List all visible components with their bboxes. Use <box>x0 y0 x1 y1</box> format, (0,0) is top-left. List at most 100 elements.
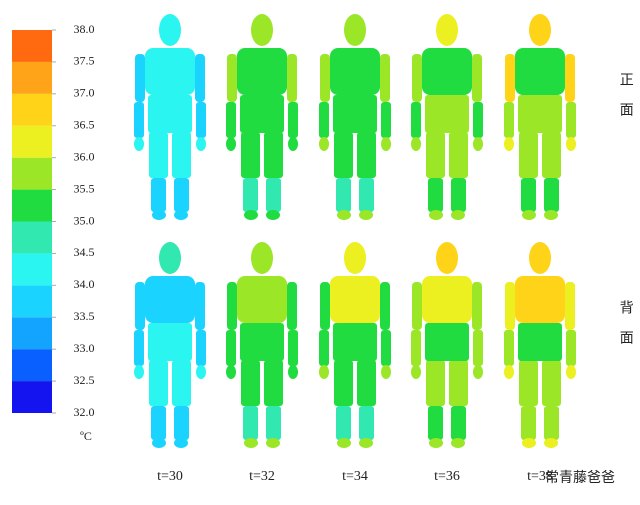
body-segment <box>359 438 373 448</box>
body-segment <box>195 54 205 102</box>
body-segment <box>522 210 536 220</box>
body-segment <box>148 323 192 361</box>
body-segment <box>319 330 329 366</box>
body-segment <box>319 365 329 379</box>
body-segment <box>422 48 472 95</box>
body-segment <box>359 178 374 212</box>
tick-label: 37.5 <box>74 54 95 68</box>
body-segment <box>288 102 298 138</box>
body-segment <box>566 365 576 379</box>
tick-label: 38.0 <box>74 22 95 36</box>
body-segment <box>196 330 206 366</box>
body-segment <box>174 210 188 220</box>
tick-label: 36.0 <box>74 149 95 163</box>
body-segment <box>472 282 482 330</box>
body-segment <box>288 137 298 151</box>
body-segment <box>426 360 445 406</box>
row-label: 正面 <box>618 72 634 132</box>
body-segment <box>544 210 558 220</box>
body-segment <box>542 132 561 178</box>
column-label: t=36 <box>434 469 460 484</box>
colorbar-bin <box>12 125 52 158</box>
body-segment <box>244 438 258 448</box>
colorbar-bin <box>12 253 52 286</box>
body-segment <box>429 438 443 448</box>
body-segment <box>287 282 297 330</box>
body-segment <box>174 406 189 440</box>
body-segment <box>337 210 351 220</box>
body-segment <box>149 132 168 178</box>
body-segment <box>330 276 380 323</box>
body-segment <box>145 276 195 323</box>
body-segment <box>344 242 366 274</box>
body-segment <box>196 137 206 151</box>
body-segment <box>319 137 329 151</box>
body-segment <box>134 330 144 366</box>
body-segment <box>411 330 421 366</box>
body-segment <box>380 282 390 330</box>
tick-label: 33.0 <box>74 341 95 355</box>
body-segment <box>473 137 483 151</box>
column-label: t=32 <box>249 469 275 484</box>
colorbar-bin <box>12 157 52 190</box>
body-segment <box>515 48 565 95</box>
body-segment <box>565 282 575 330</box>
body-segment <box>152 438 166 448</box>
body-segment <box>544 178 559 212</box>
body-segment <box>504 137 514 151</box>
body-segment <box>196 365 206 379</box>
row-label: 背面 <box>618 300 634 360</box>
body-segment <box>333 95 377 133</box>
body-segment <box>174 178 189 212</box>
body-segment <box>227 282 237 330</box>
body-segment <box>529 242 551 274</box>
body-segment <box>226 365 236 379</box>
body-segment <box>518 95 562 133</box>
colorbar-bin <box>12 285 52 318</box>
body-segment <box>529 14 551 46</box>
tick-label: 32.5 <box>74 373 95 387</box>
tick-label: 33.5 <box>74 309 95 323</box>
colorbar-bin <box>12 349 52 382</box>
body-segment <box>319 102 329 138</box>
body-segment <box>412 54 422 102</box>
body-segment <box>544 438 558 448</box>
colorbar-bin <box>12 317 52 350</box>
body-segment <box>149 360 168 406</box>
body-segment <box>357 360 376 406</box>
body-segment <box>174 438 188 448</box>
colorbar-bin <box>12 61 52 94</box>
body-segment <box>426 132 445 178</box>
body-segment <box>429 210 443 220</box>
body-segment <box>504 102 514 138</box>
body-segment <box>266 210 280 220</box>
body-segment <box>320 54 330 102</box>
body-segment <box>411 365 421 379</box>
column-label: t=30 <box>157 469 183 484</box>
colorbar-bin <box>12 30 52 62</box>
body-segment <box>226 102 236 138</box>
body-segment <box>172 360 191 406</box>
body-segment <box>449 360 468 406</box>
body-segment <box>565 54 575 102</box>
body-segment <box>288 365 298 379</box>
body-segment <box>542 360 561 406</box>
column-label: t=38 <box>527 469 553 484</box>
body-segment <box>241 360 260 406</box>
body-segment <box>519 132 538 178</box>
tick-label: 34.0 <box>74 277 95 291</box>
body-segment <box>411 137 421 151</box>
body-segment <box>504 330 514 366</box>
body-segment <box>428 406 443 440</box>
body-segment <box>505 282 515 330</box>
body-segment <box>333 323 377 361</box>
colorbar-bin <box>12 93 52 126</box>
body-segment <box>330 48 380 95</box>
body-segment <box>451 210 465 220</box>
body-segment <box>381 365 391 379</box>
body-segment <box>428 178 443 212</box>
body-segment <box>244 210 258 220</box>
tick-label: 37.0 <box>74 86 95 100</box>
body-segment <box>515 276 565 323</box>
